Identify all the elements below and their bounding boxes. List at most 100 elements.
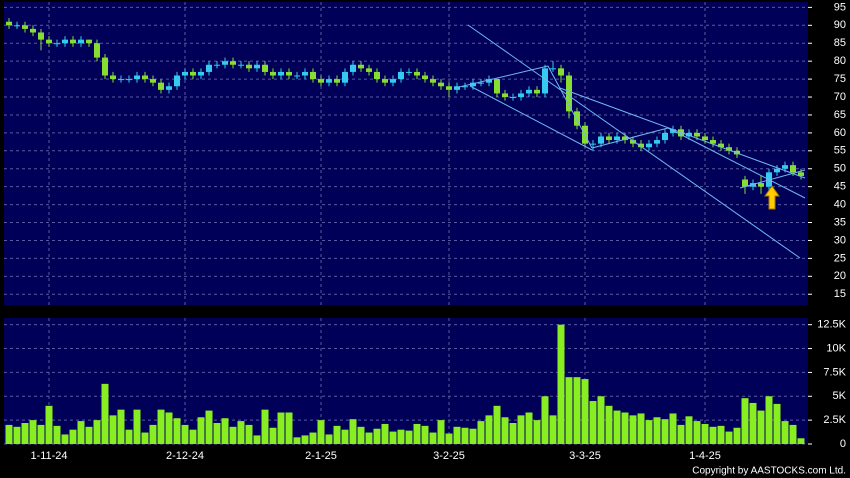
candle-body: [86, 39, 92, 44]
candle-body: [246, 64, 252, 69]
candle-body: [318, 79, 324, 83]
candle-body: [638, 143, 644, 148]
volume-bar: [149, 424, 157, 444]
volume-bar: [549, 415, 557, 444]
volume-bar: [181, 424, 189, 444]
y-tick-label: 50: [834, 163, 846, 175]
candle-body: [790, 165, 796, 173]
candle-body: [14, 25, 20, 27]
candle-body: [454, 86, 460, 90]
candle-body: [470, 82, 476, 87]
volume-bar: [525, 412, 533, 444]
price-panel: [4, 2, 808, 305]
x-tick-label: 3-2-25: [433, 450, 465, 462]
candle-body: [6, 21, 12, 26]
candle-body: [126, 79, 132, 81]
candle-body: [278, 71, 284, 76]
candle-body: [358, 64, 364, 69]
y-tick-label: 65: [834, 109, 846, 121]
volume-bar: [221, 418, 229, 444]
volume-bar: [173, 418, 181, 444]
volume-bar: [365, 432, 373, 444]
x-tick-label: 3-3-25: [569, 450, 601, 462]
volume-bar: [373, 428, 381, 444]
candle-body: [398, 71, 404, 80]
candle-body: [134, 75, 140, 80]
candle-body: [30, 28, 36, 33]
candle-body: [798, 172, 804, 176]
volume-bar: [413, 423, 421, 444]
volume-bar: [621, 412, 629, 444]
volume-bar: [589, 401, 597, 444]
volume-bar: [429, 432, 437, 444]
volume-bar: [405, 430, 413, 444]
y-tick-label: 5K: [833, 390, 847, 402]
volume-bar: [133, 409, 141, 444]
candle-body: [310, 71, 316, 80]
volume-bar: [317, 420, 325, 444]
candle-body: [614, 136, 620, 141]
candle-body: [158, 82, 164, 90]
candle-body: [270, 71, 276, 76]
x-tick-label: 2-12-24: [166, 450, 204, 462]
volume-bar: [261, 409, 269, 444]
candle-body: [606, 136, 612, 141]
volume-bar: [189, 429, 197, 444]
volume-bar: [53, 425, 61, 444]
candle-body: [62, 39, 68, 44]
volume-bar: [229, 426, 237, 444]
volume-bar: [701, 423, 709, 444]
volume-bar: [197, 417, 205, 444]
candle-body: [302, 71, 308, 76]
volume-bar: [709, 426, 717, 444]
candle-body: [542, 68, 548, 94]
volume-bar: [797, 438, 805, 444]
trend-line: [547, 65, 593, 149]
candle-body: [150, 79, 156, 83]
candle-body: [206, 64, 212, 72]
candle-body: [214, 64, 220, 66]
volume-bar: [341, 429, 349, 444]
candle-body: [166, 86, 172, 90]
volume-bar: [37, 424, 45, 444]
volume-bar: [45, 405, 53, 444]
y-tick-label: 95: [834, 1, 846, 13]
candle-body: [742, 179, 748, 187]
volume-bar: [85, 426, 93, 444]
volume-bar: [637, 413, 645, 444]
volume-bar: [557, 324, 565, 444]
y-tick-label: 70: [834, 91, 846, 103]
candle-body: [182, 71, 188, 76]
candle-body: [446, 86, 452, 90]
volume-bar: [325, 434, 333, 444]
y-tick-label: 35: [834, 216, 846, 228]
volume-bar: [421, 425, 429, 444]
volume-bar: [141, 432, 149, 444]
volume-bar: [789, 424, 797, 444]
candle-body: [286, 71, 292, 76]
candle-body: [350, 64, 356, 72]
candle-body: [198, 71, 204, 76]
volume-bar: [541, 396, 549, 444]
candle-body: [686, 132, 692, 137]
candle-body: [118, 79, 124, 81]
candle-body: [494, 79, 500, 94]
volume-bar: [437, 420, 445, 444]
y-tick-label: 90: [834, 19, 846, 31]
candle-body: [478, 82, 484, 84]
volume-bar: [741, 398, 749, 444]
volume-bar: [653, 417, 661, 444]
volume-bar: [237, 421, 245, 444]
candle-body: [142, 75, 148, 80]
y-tick-label: 7.5K: [823, 366, 846, 378]
candle-body: [342, 71, 348, 83]
candle-body: [102, 57, 108, 76]
volume-bar: [613, 410, 621, 444]
volume-bar: [461, 427, 469, 444]
volume-bar: [733, 427, 741, 444]
volume-bar: [757, 410, 765, 444]
volume-bar: [773, 403, 781, 444]
volume-bar: [453, 426, 461, 444]
candle-body: [598, 136, 604, 144]
